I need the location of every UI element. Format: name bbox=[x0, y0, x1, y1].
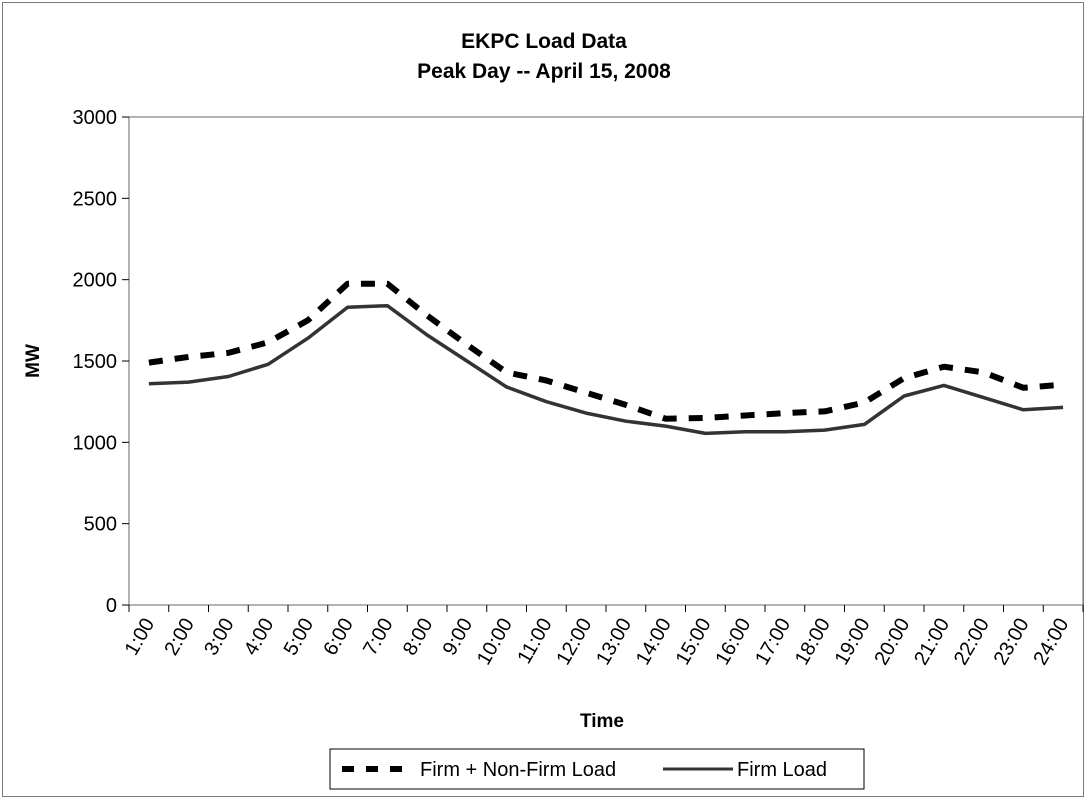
y-tick-label: 1000 bbox=[73, 432, 118, 454]
y-tick-label: 0 bbox=[106, 595, 117, 617]
x-tick-label: 4:00 bbox=[240, 615, 279, 660]
x-tick-label: 19:00 bbox=[831, 615, 875, 669]
y-tick-label: 2000 bbox=[73, 270, 118, 292]
x-tick-label: 8:00 bbox=[399, 615, 438, 660]
plot-area bbox=[128, 116, 1084, 606]
chart-subtitle: Peak Day -- April 15, 2008 bbox=[417, 60, 671, 83]
x-tick-label: 14:00 bbox=[632, 615, 676, 669]
line-chart: EKPC Load Data Peak Day -- April 15, 200… bbox=[23, 30, 1084, 790]
x-axis: 1:00 2:00 3:00 4:00 5:00 6:00 7:00 8:00 9:0010:0… bbox=[121, 605, 1084, 669]
legend-label-firm: Firm Load bbox=[737, 759, 827, 781]
series-layer bbox=[148, 280, 1064, 436]
x-tick-label: 21:00 bbox=[910, 615, 954, 669]
x-tick-label: 12:00 bbox=[552, 615, 596, 669]
x-tick-label: 20:00 bbox=[870, 615, 914, 669]
y-tick-label: 1500 bbox=[73, 351, 118, 373]
x-tick-label: 16:00 bbox=[711, 615, 755, 669]
x-tick-label: 5:00 bbox=[280, 615, 319, 660]
x-tick-label: 11:00 bbox=[513, 615, 556, 668]
x-tick-label: 22:00 bbox=[950, 615, 994, 669]
y-axis-label: MW bbox=[23, 344, 44, 378]
x-tick-label: 2:00 bbox=[160, 615, 199, 660]
legend: Firm + Non-Firm Load Firm Load bbox=[329, 748, 865, 790]
chart-title: EKPC Load Data bbox=[461, 30, 627, 53]
x-tick-label: 9:00 bbox=[439, 615, 478, 660]
x-tick-label: 1:00 bbox=[121, 615, 160, 660]
x-tick-label: 3:00 bbox=[200, 615, 239, 660]
x-tick-label: 6:00 bbox=[319, 615, 358, 660]
x-tick-label: 15:00 bbox=[672, 615, 716, 669]
series-line-firm-plus-non-firm-load bbox=[148, 280, 1064, 422]
x-tick-label: 18:00 bbox=[791, 615, 835, 669]
y-tick-label: 3000 bbox=[73, 107, 118, 129]
x-tick-label: 24:00 bbox=[1029, 615, 1073, 669]
legend-label-firm-plus-non-firm: Firm + Non-Firm Load bbox=[420, 759, 616, 781]
x-tick-label: 13:00 bbox=[592, 615, 636, 669]
y-tick-label: 500 bbox=[84, 514, 117, 536]
x-tick-label: 7:00 bbox=[359, 615, 398, 660]
series-line-firm-load bbox=[148, 303, 1064, 436]
y-tick-label: 2500 bbox=[73, 188, 118, 210]
legend-box bbox=[329, 748, 865, 790]
y-axis: 0 500 1000 1500 2000 2500 3000 bbox=[73, 107, 129, 617]
x-tick-label: 17:00 bbox=[751, 615, 795, 669]
x-tick-label: 10:00 bbox=[473, 615, 517, 669]
x-tick-label: 23:00 bbox=[990, 615, 1034, 669]
x-axis-label: Time bbox=[580, 711, 624, 732]
